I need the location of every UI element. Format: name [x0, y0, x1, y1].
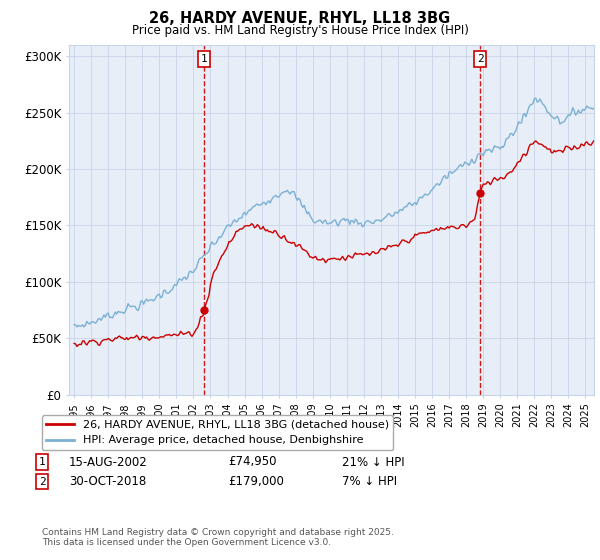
Text: 2: 2: [477, 54, 484, 64]
Legend: 26, HARDY AVENUE, RHYL, LL18 3BG (detached house), HPI: Average price, detached : 26, HARDY AVENUE, RHYL, LL18 3BG (detach…: [41, 416, 393, 450]
Text: £179,000: £179,000: [228, 475, 284, 488]
Text: £74,950: £74,950: [228, 455, 277, 469]
Text: 2: 2: [38, 477, 46, 487]
Text: 30-OCT-2018: 30-OCT-2018: [69, 475, 146, 488]
Text: 26, HARDY AVENUE, RHYL, LL18 3BG: 26, HARDY AVENUE, RHYL, LL18 3BG: [149, 11, 451, 26]
Text: Price paid vs. HM Land Registry's House Price Index (HPI): Price paid vs. HM Land Registry's House …: [131, 24, 469, 36]
Text: 1: 1: [38, 457, 46, 467]
Text: Contains HM Land Registry data © Crown copyright and database right 2025.
This d: Contains HM Land Registry data © Crown c…: [42, 528, 394, 547]
Text: 21% ↓ HPI: 21% ↓ HPI: [342, 455, 404, 469]
Text: 7% ↓ HPI: 7% ↓ HPI: [342, 475, 397, 488]
Text: 15-AUG-2002: 15-AUG-2002: [69, 455, 148, 469]
Text: 1: 1: [200, 54, 208, 64]
